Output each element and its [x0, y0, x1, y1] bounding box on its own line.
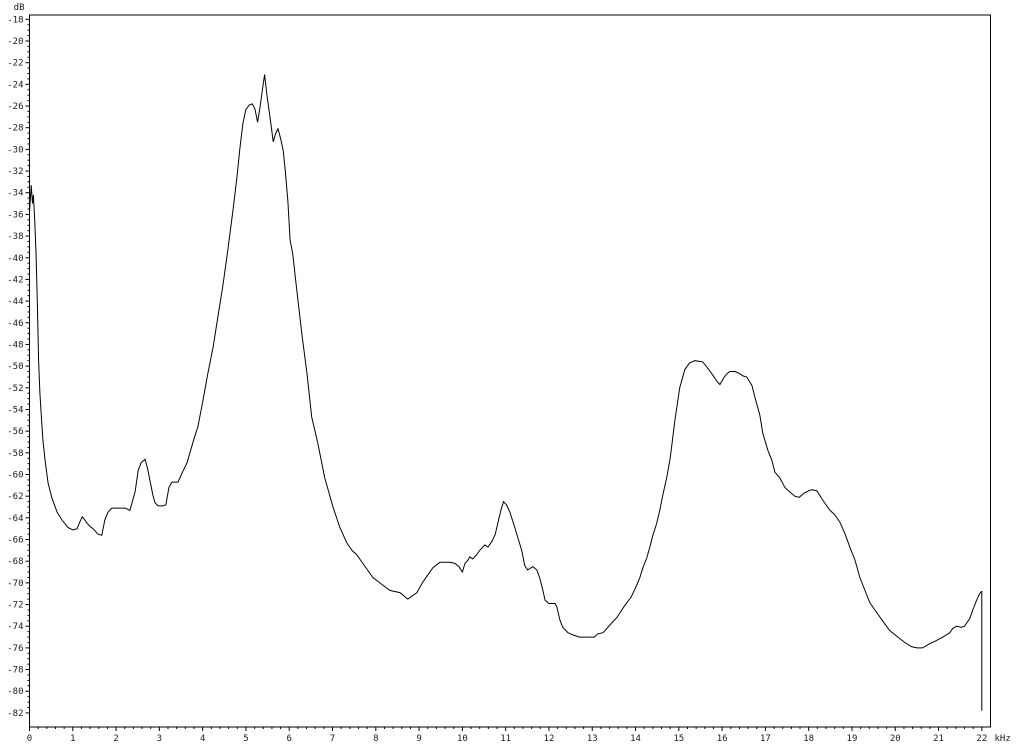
y-tick-label: -20 — [7, 37, 23, 47]
y-tick-label: -54 — [7, 405, 23, 415]
x-tick-label: 19 — [847, 734, 858, 744]
y-tick-label: -72 — [7, 601, 23, 611]
y-tick-label: -26 — [7, 102, 23, 112]
x-tick-label: 10 — [457, 734, 468, 744]
x-tick-label: 17 — [760, 734, 771, 744]
x-tick-label: 5 — [243, 734, 248, 744]
y-tick-label: -22 — [7, 59, 23, 69]
y-axis-unit-label: dB — [14, 3, 25, 13]
y-tick-label: -80 — [7, 687, 23, 697]
y-tick-label: -46 — [7, 319, 23, 329]
y-tick-label: -82 — [7, 709, 23, 719]
y-tick-label: -24 — [7, 80, 23, 90]
y-tick-label: -36 — [7, 210, 23, 220]
x-tick-label: 1 — [70, 734, 75, 744]
y-tick-label: -70 — [7, 579, 23, 589]
x-tick-label: 15 — [673, 734, 684, 744]
y-tick-label: -74 — [7, 622, 23, 632]
y-tick-label: -34 — [7, 189, 23, 199]
y-tick-label: -68 — [7, 557, 23, 567]
y-tick-label: -60 — [7, 470, 23, 480]
x-tick-label: 7 — [330, 734, 335, 744]
y-tick-label: -52 — [7, 384, 23, 394]
x-tick-label: 20 — [890, 734, 901, 744]
x-tick-label: 22 — [976, 734, 987, 744]
x-tick-label: 14 — [630, 734, 641, 744]
y-tick-label: -58 — [7, 449, 23, 459]
y-tick-label: -38 — [7, 232, 23, 242]
x-tick-label: 2 — [113, 734, 118, 744]
x-tick-label: 16 — [717, 734, 728, 744]
y-tick-label: -28 — [7, 124, 23, 134]
x-tick-label: 9 — [416, 734, 421, 744]
y-tick-label: -42 — [7, 275, 23, 285]
y-tick-label: -18 — [7, 15, 23, 25]
axis-frame — [29, 14, 991, 728]
x-tick-label: 21 — [933, 734, 944, 744]
x-tick-label: 13 — [587, 734, 598, 744]
x-axis-unit-label: kHz — [995, 734, 1011, 744]
x-tick-label: 4 — [200, 734, 205, 744]
x-tick-label: 0 — [27, 734, 32, 744]
x-tick-label: 6 — [287, 734, 292, 744]
y-tick-label: -56 — [7, 427, 23, 437]
x-tick-label: 11 — [500, 734, 511, 744]
y-tick-label: -32 — [7, 167, 23, 177]
spectrum-magnitude-curve — [29, 74, 983, 711]
y-tick-label: -62 — [7, 492, 23, 502]
y-tick-label: -44 — [7, 297, 23, 307]
x-tick-label: 12 — [544, 734, 555, 744]
y-tick-label: -64 — [7, 514, 23, 524]
x-tick-label: 8 — [373, 734, 378, 744]
y-tick-label: -30 — [7, 145, 23, 155]
y-tick-label: -40 — [7, 254, 23, 264]
y-tick-label: -78 — [7, 666, 23, 676]
y-tick-label: -66 — [7, 536, 23, 546]
x-tick-label: 18 — [803, 734, 814, 744]
x-tick-label: 3 — [157, 734, 162, 744]
y-tick-label: -50 — [7, 362, 23, 372]
y-tick-label: -48 — [7, 340, 23, 350]
y-tick-label: -76 — [7, 644, 23, 654]
